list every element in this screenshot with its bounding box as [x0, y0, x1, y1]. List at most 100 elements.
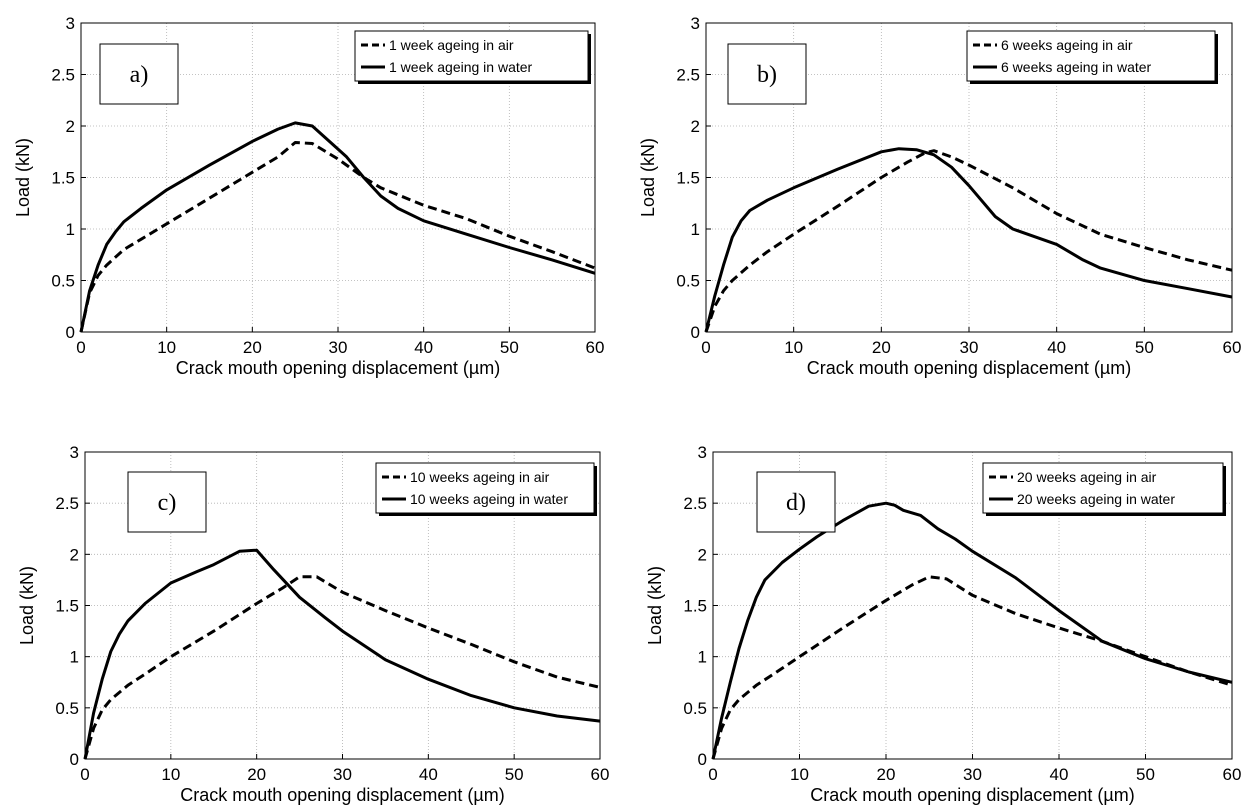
series-line-water	[711, 501, 1233, 760]
y-tick-label: 1.5	[51, 169, 75, 188]
series-line-water	[79, 121, 596, 333]
legend-entry: 1 week ageing in air	[389, 37, 514, 53]
series-line-air	[79, 141, 596, 333]
y-tick-label: 0.5	[51, 272, 75, 291]
x-axis-label: Crack mouth opening displacement (µm)	[807, 358, 1132, 378]
legend: 10 weeks ageing in air 10 weeks ageing in…	[375, 462, 597, 516]
x-tick-label: 20	[247, 765, 266, 784]
series-line-water	[83, 548, 601, 760]
y-tick-label: 2	[698, 545, 707, 564]
panel-label: c)	[158, 490, 177, 516]
chart-panel-1: 0 10 20 30 40 50 60 0 0.5 1 1.5 2 2.5 3 Crack mouth op…	[13, 14, 604, 378]
x-tick-label: 20	[872, 338, 891, 357]
y-tick-label: 0	[698, 750, 707, 769]
x-tick-label: 60	[1223, 338, 1242, 357]
y-tick-label: 2	[691, 117, 700, 136]
x-tick-label: 0	[76, 338, 85, 357]
x-tick-label: 20	[243, 338, 262, 357]
chart-panel-4: 0 10 20 30 40 50 60 0 0.5 1 1.5 2 2.5 3 Crack mouth op…	[645, 443, 1241, 805]
panel-label-box	[127, 471, 207, 533]
legend-box	[982, 462, 1224, 514]
x-tick-label: 50	[500, 338, 519, 357]
x-axis-label: Crack mouth opening displacement (µm)	[810, 785, 1135, 805]
y-tick-label: 0.5	[676, 272, 700, 291]
x-tick-label: 50	[1136, 765, 1155, 784]
legend: 1 week ageing in air 1 week ageing in wat…	[354, 30, 591, 84]
x-tick-label: 30	[333, 765, 352, 784]
y-tick-label: 0.5	[55, 699, 79, 718]
x-tick-label: 0	[708, 765, 717, 784]
x-tick-label: 40	[1050, 765, 1069, 784]
y-axis-label: Load (kN)	[645, 566, 665, 645]
y-tick-label: 1.5	[683, 597, 707, 616]
x-tick-label: 40	[1047, 338, 1066, 357]
x-tick-label: 0	[80, 765, 89, 784]
y-tick-label: 0	[70, 750, 79, 769]
y-tick-label: 0.5	[683, 699, 707, 718]
x-tick-label: 10	[157, 338, 176, 357]
y-axis-label: Load (kN)	[638, 138, 658, 217]
x-tick-label: 10	[161, 765, 180, 784]
x-tick-label: 30	[963, 765, 982, 784]
x-tick-label: 40	[414, 338, 433, 357]
y-tick-label: 2	[70, 545, 79, 564]
series-line-air	[704, 149, 1233, 333]
x-tick-label: 50	[1135, 338, 1154, 357]
legend-box	[354, 30, 589, 82]
y-tick-label: 2.5	[676, 66, 700, 85]
panel-label: d)	[786, 490, 806, 516]
legend-entry: 10 weeks ageing in air	[410, 469, 550, 485]
legend: 20 weeks ageing in air 20 weeks ageing in…	[982, 462, 1226, 516]
legend-entry: 20 weeks ageing in water	[1017, 491, 1175, 507]
y-tick-label: 1	[691, 220, 700, 239]
y-tick-label: 2.5	[51, 66, 75, 85]
x-tick-label: 50	[505, 765, 524, 784]
x-tick-label: 60	[1223, 765, 1242, 784]
series-line-water	[704, 147, 1233, 333]
legend-entry: 10 weeks ageing in water	[410, 491, 568, 507]
panel-label-box	[756, 471, 836, 533]
x-tick-label: 40	[419, 765, 438, 784]
y-tick-label: 1.5	[676, 169, 700, 188]
x-axis-label: Crack mouth opening displacement (µm)	[176, 358, 501, 378]
x-tick-label: 60	[591, 765, 610, 784]
y-tick-label: 0	[691, 323, 700, 342]
y-tick-label: 1.5	[55, 597, 79, 616]
legend-entry: 20 weeks ageing in air	[1017, 469, 1157, 485]
legend-entry: 6 weeks ageing in air	[1001, 37, 1133, 53]
panel-label: b)	[757, 62, 777, 88]
chart-panel-3: 0 10 20 30 40 50 60 0 0.5 1 1.5 2 2.5 3 Crack mouth op…	[17, 443, 609, 805]
y-tick-label: 3	[698, 443, 707, 462]
y-axis-label: Load (kN)	[13, 138, 33, 217]
legend: 6 weeks ageing in air 6 weeks ageing in w…	[966, 30, 1218, 84]
legend-box	[375, 462, 595, 514]
y-tick-label: 2.5	[683, 494, 707, 513]
y-tick-label: 0	[66, 323, 75, 342]
y-axis-label: Load (kN)	[17, 566, 37, 645]
x-tick-label: 30	[960, 338, 979, 357]
y-tick-label: 3	[70, 443, 79, 462]
y-tick-label: 3	[691, 14, 700, 33]
legend-box	[966, 30, 1216, 82]
x-tick-label: 60	[586, 338, 605, 357]
y-tick-label: 2.5	[55, 494, 79, 513]
x-tick-label: 30	[329, 338, 348, 357]
x-tick-label: 10	[790, 765, 809, 784]
x-axis-label: Crack mouth opening displacement (µm)	[180, 785, 505, 805]
x-tick-label: 20	[877, 765, 896, 784]
legend-entry: 6 weeks ageing in water	[1001, 59, 1152, 75]
x-tick-label: 10	[784, 338, 803, 357]
panel-label-box	[727, 43, 807, 105]
y-tick-label: 1	[698, 648, 707, 667]
panel-label: a)	[130, 62, 149, 88]
chart-panel-2: 0 10 20 30 40 50 60 0 0.5 1 1.5 2 2.5 3 Crack mouth op…	[638, 14, 1241, 378]
y-tick-label: 3	[66, 14, 75, 33]
y-tick-label: 1	[70, 648, 79, 667]
legend-entry: 1 week ageing in water	[389, 59, 533, 75]
series-line-air	[83, 575, 601, 760]
x-tick-label: 0	[701, 338, 710, 357]
y-tick-label: 2	[66, 117, 75, 136]
panel-label-box	[99, 43, 179, 105]
y-tick-label: 1	[66, 220, 75, 239]
